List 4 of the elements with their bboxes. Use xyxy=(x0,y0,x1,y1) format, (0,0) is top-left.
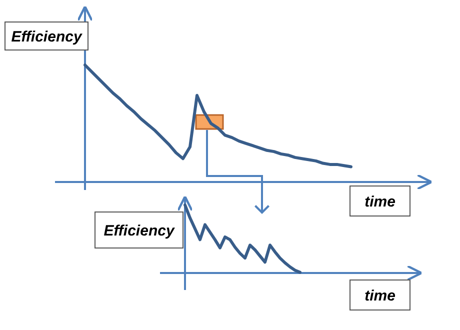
x-axis-title: time xyxy=(364,193,396,210)
y-axis-title: Efficiency xyxy=(11,28,82,46)
y-axis-title: Efficiency xyxy=(104,222,175,240)
x-axis-title: time xyxy=(364,287,396,304)
